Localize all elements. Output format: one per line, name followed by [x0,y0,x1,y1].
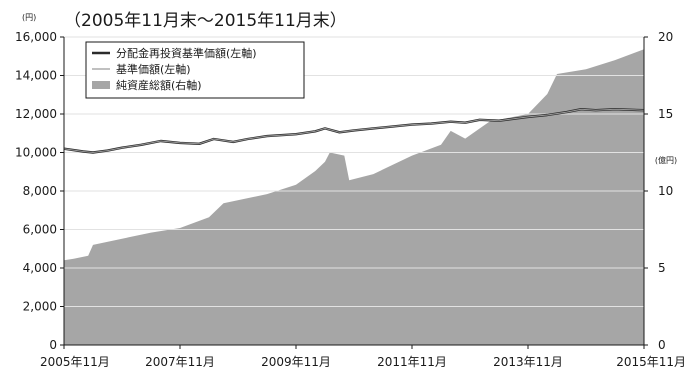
left-tick-label: 14,000 [15,69,57,83]
axis-layer: 0 2,000 4,000 6,000 8,000 10,000 12,000 14,000 1… [15,30,686,369]
right-tick-label: 5 [658,261,666,275]
area-layer [64,49,644,346]
x-tick-label: 2005年11月 [40,355,110,369]
legend-label: 分配金再投資基準価額(左軸) [116,46,257,60]
left-tick-label: 16,000 [15,30,57,44]
x-tick-label: 2011年11月 [377,355,447,369]
line-layer [63,107,645,154]
left-tick-label: 2,000 [23,300,57,314]
x-tick-label: 2013年11月 [493,355,563,369]
legend-label: 基準価額(左軸) [116,62,191,76]
legend-swatch [92,81,110,89]
legend-box [85,41,305,99]
left-tick-label: 0 [49,338,57,352]
x-tick-label: 2007年11月 [145,355,215,369]
right-axis-unit: (億円) [655,155,677,165]
left-tick-label: 12,000 [15,107,57,121]
left-axis-unit: (円) [22,13,36,22]
series-area-2 [64,49,644,346]
left-tick-label: 8,000 [23,184,57,198]
right-tick-label: 10 [658,184,673,198]
legend: 分配金再投資基準価額(左軸) 基準価額(左軸) 純資産総額(右軸) [85,41,305,99]
left-tick-label: 10,000 [15,146,57,160]
left-tick-label: 4,000 [23,261,57,275]
chart-period-title: （2005年11月末～2015年11月末） [64,11,347,31]
x-tick-label: 2009年11月 [261,355,331,369]
right-tick-label: 0 [658,338,666,352]
x-tick-label: 2015年11月 [616,355,686,369]
series-line-1 [63,108,645,153]
right-tick-label: 15 [658,107,673,121]
legend-label: 純資産総額(右軸) [116,78,202,92]
left-tick-label: 6,000 [23,223,57,237]
right-tick-label: 20 [658,30,673,44]
